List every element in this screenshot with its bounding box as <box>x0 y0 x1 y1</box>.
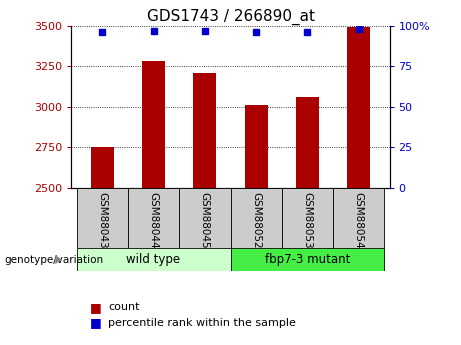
Text: genotype/variation: genotype/variation <box>5 255 104 265</box>
Text: wild type: wild type <box>126 253 181 266</box>
FancyBboxPatch shape <box>128 188 179 248</box>
Text: fbp7-3 mutant: fbp7-3 mutant <box>265 253 350 266</box>
Bar <box>245 105 268 188</box>
Title: GDS1743 / 266890_at: GDS1743 / 266890_at <box>147 8 314 24</box>
Bar <box>142 61 165 188</box>
Bar <box>296 97 319 188</box>
Text: GSM88053: GSM88053 <box>302 192 313 249</box>
Bar <box>347 28 370 188</box>
FancyBboxPatch shape <box>282 188 333 248</box>
FancyBboxPatch shape <box>230 188 282 248</box>
Text: ■: ■ <box>90 316 101 329</box>
Text: percentile rank within the sample: percentile rank within the sample <box>108 318 296 327</box>
Text: count: count <box>108 302 140 312</box>
Bar <box>91 147 114 188</box>
FancyBboxPatch shape <box>77 248 230 271</box>
FancyBboxPatch shape <box>230 248 384 271</box>
Text: ■: ■ <box>90 300 101 314</box>
Text: GSM88052: GSM88052 <box>251 192 261 249</box>
Bar <box>193 73 216 188</box>
Text: GSM88054: GSM88054 <box>354 192 364 249</box>
Text: GSM88045: GSM88045 <box>200 192 210 249</box>
FancyBboxPatch shape <box>333 188 384 248</box>
FancyBboxPatch shape <box>179 188 230 248</box>
FancyBboxPatch shape <box>77 188 128 248</box>
Text: GSM88044: GSM88044 <box>148 192 159 249</box>
Text: GSM88043: GSM88043 <box>97 192 107 249</box>
Polygon shape <box>55 255 62 264</box>
